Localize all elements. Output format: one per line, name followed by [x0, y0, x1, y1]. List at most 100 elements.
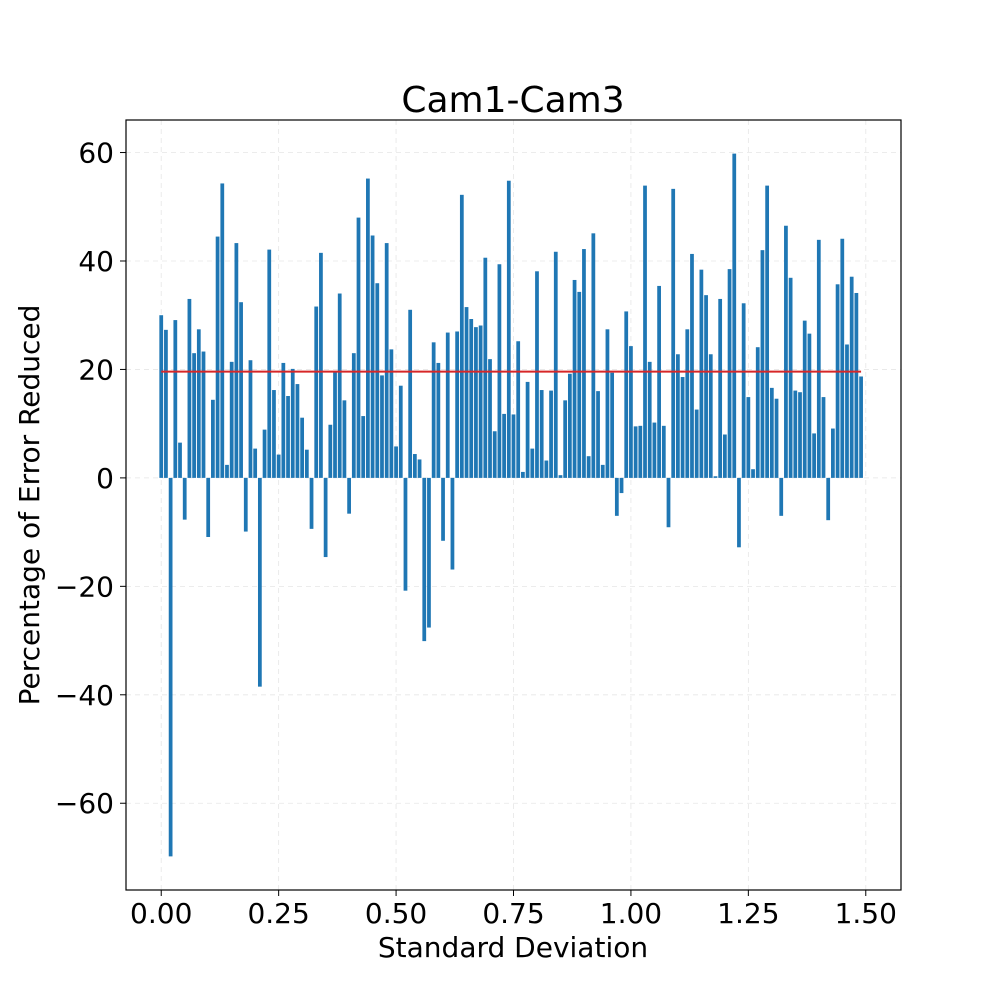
bar [356, 217, 361, 478]
bar [380, 375, 384, 478]
bar [347, 477, 351, 514]
y-tick-label: −60 [55, 787, 114, 820]
bar [845, 344, 849, 478]
bar [610, 372, 615, 478]
bar [403, 477, 408, 591]
bar [769, 387, 774, 478]
bar [549, 390, 553, 478]
grid-layer [126, 120, 901, 890]
bar [563, 400, 568, 478]
bar [276, 454, 281, 478]
bar [427, 477, 431, 628]
bar [281, 362, 286, 478]
bar [469, 319, 474, 478]
bar [323, 477, 328, 558]
bar [464, 307, 469, 478]
bar [694, 409, 699, 478]
bar [535, 271, 539, 478]
bar [455, 331, 460, 478]
bar [474, 327, 478, 478]
x-axis: 0.00 0.25 0.50 0.75 1.00 1.25 1.50 [130, 890, 897, 930]
bar [333, 372, 337, 478]
bar [567, 373, 572, 478]
bar [173, 320, 178, 478]
bar [215, 236, 220, 478]
bar [267, 249, 272, 478]
bar [248, 360, 253, 478]
bar [732, 153, 737, 478]
bar [751, 469, 755, 478]
bar [633, 426, 638, 478]
bar [178, 442, 182, 478]
bar [591, 233, 596, 478]
bar [685, 329, 690, 478]
bar [286, 396, 290, 478]
bar [187, 298, 192, 478]
bar [459, 194, 464, 478]
bar [351, 353, 356, 478]
bar [234, 243, 239, 478]
bar [431, 342, 436, 478]
bar [300, 417, 305, 478]
bar [629, 346, 633, 478]
bar [211, 399, 215, 478]
bar [652, 422, 657, 478]
x-tick-label: 1.25 [717, 897, 779, 930]
bar [295, 384, 300, 478]
x-tick-label: 0.00 [130, 897, 192, 930]
bar [253, 448, 258, 478]
bar [774, 398, 779, 478]
bar [821, 397, 826, 478]
bar [788, 277, 793, 478]
bar [159, 315, 164, 478]
bar [445, 332, 450, 478]
bar [182, 477, 187, 520]
bar [760, 250, 765, 478]
bar [488, 359, 492, 478]
chart-title: Cam1-Cam3 [401, 80, 624, 121]
x-tick-label: 1.50 [835, 897, 897, 930]
x-tick-label: 0.50 [365, 897, 427, 930]
bar [314, 306, 319, 478]
bar [741, 303, 746, 478]
bar [521, 471, 525, 478]
y-tick-label: 0 [96, 462, 114, 495]
bar [257, 477, 262, 687]
bar [657, 285, 661, 478]
bar [690, 253, 694, 478]
bar [225, 464, 229, 478]
bar [596, 391, 600, 478]
bar [713, 476, 718, 478]
bar [765, 185, 770, 478]
bar [859, 376, 863, 478]
bars-layer [159, 153, 863, 857]
bar [394, 446, 398, 478]
bar [342, 400, 347, 478]
bar [619, 477, 624, 494]
bar [370, 235, 375, 478]
bar [530, 448, 535, 478]
bar [422, 477, 427, 642]
bar [412, 454, 417, 478]
y-tick-label: −20 [55, 570, 114, 603]
bar [417, 459, 422, 478]
bar [337, 293, 342, 478]
bar [262, 429, 267, 478]
bar [558, 475, 563, 478]
bar [243, 477, 248, 532]
bar [577, 291, 582, 478]
y-tick-label: 40 [78, 245, 114, 278]
bar [586, 456, 591, 478]
bar [854, 292, 859, 478]
x-axis-label: Standard Deviation [378, 931, 648, 964]
bar [614, 477, 619, 516]
bar [304, 449, 309, 478]
bar [196, 329, 201, 478]
bar [290, 368, 295, 478]
bar [746, 397, 751, 478]
bar [553, 251, 558, 478]
bar [164, 329, 168, 478]
y-tick-label: 20 [78, 353, 114, 386]
bar [328, 424, 333, 478]
